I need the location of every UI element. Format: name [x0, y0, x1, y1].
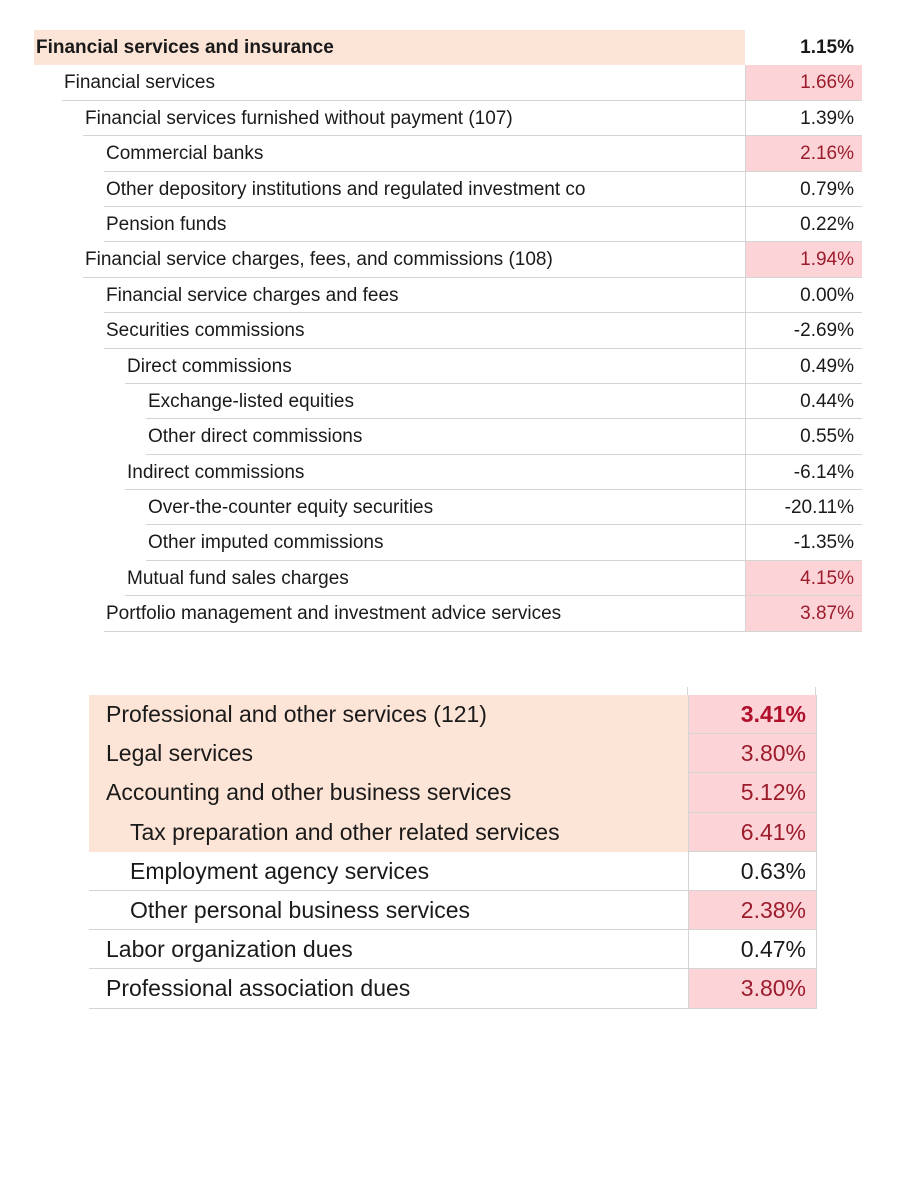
row-label: Labor organization dues: [89, 930, 688, 970]
row-value: 2.16%: [745, 136, 862, 172]
row-value: -6.14%: [745, 454, 862, 491]
table-row: Financial service charges, fees, and com…: [34, 242, 862, 278]
table-row: Indirect commissions -6.14%: [34, 454, 862, 491]
row-label: Professional and other services (121): [89, 695, 688, 735]
row-value: 6.41%: [688, 812, 817, 852]
row-value: 1.15%: [800, 37, 854, 58]
row-value: 3.80%: [688, 734, 817, 774]
row-value: 0.44%: [745, 383, 862, 420]
row-label: Over-the-counter equity securities: [34, 490, 745, 526]
row-value: 0.00%: [745, 277, 862, 314]
table-top-gridline-stub: [89, 687, 817, 695]
table-row: Professional association dues 3.80%: [89, 969, 817, 1009]
table-row: Tax preparation and other related servic…: [89, 812, 817, 852]
row-label: Exchange-listed equities: [34, 384, 745, 420]
table-row: Direct commissions 0.49%: [34, 348, 862, 384]
table-row: Commercial banks 2.16%: [34, 136, 862, 172]
row-label: Financial services: [34, 65, 745, 101]
row-value: 1.66%: [745, 65, 862, 101]
row-value: 1.94%: [745, 242, 862, 278]
row-value: 1.39%: [745, 100, 862, 137]
row-label: Financial service charges and fees: [34, 278, 745, 314]
table-row: Financial services 1.66%: [34, 65, 862, 101]
row-label: Commercial banks: [34, 136, 745, 172]
table-row: Employment agency services 0.63%: [89, 851, 817, 891]
table-row: Other direct commissions 0.55%: [34, 419, 862, 455]
row-label: Other direct commissions: [34, 419, 745, 455]
row-label: Portfolio management and investment advi…: [34, 596, 745, 632]
table-row: Accounting and other business services 5.…: [89, 773, 817, 813]
table-row: Securities commissions -2.69%: [34, 313, 862, 349]
table-row: Other depository institutions and regula…: [34, 171, 862, 207]
row-label: Mutual fund sales charges: [34, 561, 745, 597]
row-value: 0.47%: [688, 930, 817, 970]
row-label: Other depository institutions and regula…: [34, 172, 745, 207]
table-row: Other personal business services 2.38%: [89, 890, 817, 931]
row-label: Accounting and other business services: [89, 773, 688, 813]
financial-services-table: Financial services and insurance 1.15% Fin…: [34, 30, 862, 632]
table-row: Exchange-listed equities 0.44%: [34, 383, 862, 420]
professional-services-table: Professional and other services (121) 3.4…: [89, 687, 817, 1009]
table-row: Pension funds 0.22%: [34, 206, 862, 243]
row-label: Employment agency services: [89, 852, 688, 891]
row-label: Pension funds: [34, 207, 745, 243]
row-label: Financial services furnished without pay…: [34, 101, 745, 137]
row-value: 0.79%: [745, 171, 862, 207]
row-label: Financial services and insurance: [34, 30, 745, 66]
row-value: 0.22%: [745, 206, 862, 243]
table-row: Professional and other services (121) 3.4…: [89, 695, 817, 735]
table-row: Legal services 3.80%: [89, 734, 817, 774]
row-value: -20.11%: [745, 490, 862, 526]
row-value: -1.35%: [745, 525, 862, 561]
row-label: Indirect commissions: [34, 455, 745, 491]
row-value: 0.63%: [688, 851, 817, 891]
table-row: Over-the-counter equity securities -20.11…: [34, 490, 862, 526]
row-value: 0.55%: [745, 419, 862, 455]
row-value: 3.80%: [688, 969, 817, 1009]
table-row: Other imputed commissions -1.35%: [34, 525, 862, 561]
row-value: 0.49%: [745, 348, 862, 384]
table-row: Financial services furnished without pay…: [34, 100, 862, 137]
row-value: 4.15%: [745, 560, 862, 597]
row-label: Direct commissions: [34, 349, 745, 384]
row-label: Other imputed commissions: [34, 525, 745, 561]
table-row: Portfolio management and investment advi…: [34, 596, 862, 632]
row-value: -2.69%: [745, 313, 862, 349]
row-label: Other personal business services: [89, 891, 688, 931]
row-label: Legal services: [89, 734, 688, 774]
row-value: 3.87%: [745, 596, 862, 632]
row-value: 3.41%: [688, 695, 817, 735]
row-value: 5.12%: [688, 773, 817, 813]
row-label: Financial service charges, fees, and com…: [34, 242, 745, 278]
table-row: Labor organization dues 0.47%: [89, 930, 817, 970]
table-row: Financial service charges and fees 0.00%: [34, 277, 862, 314]
table-row: Mutual fund sales charges 4.15%: [34, 560, 862, 597]
row-value: 2.38%: [688, 890, 817, 931]
row-label: Securities commissions: [34, 313, 745, 349]
row-label: Professional association dues: [89, 969, 688, 1009]
table-header-row: Financial services and insurance 1.15%: [34, 30, 862, 66]
row-label: Tax preparation and other related servic…: [89, 812, 688, 852]
